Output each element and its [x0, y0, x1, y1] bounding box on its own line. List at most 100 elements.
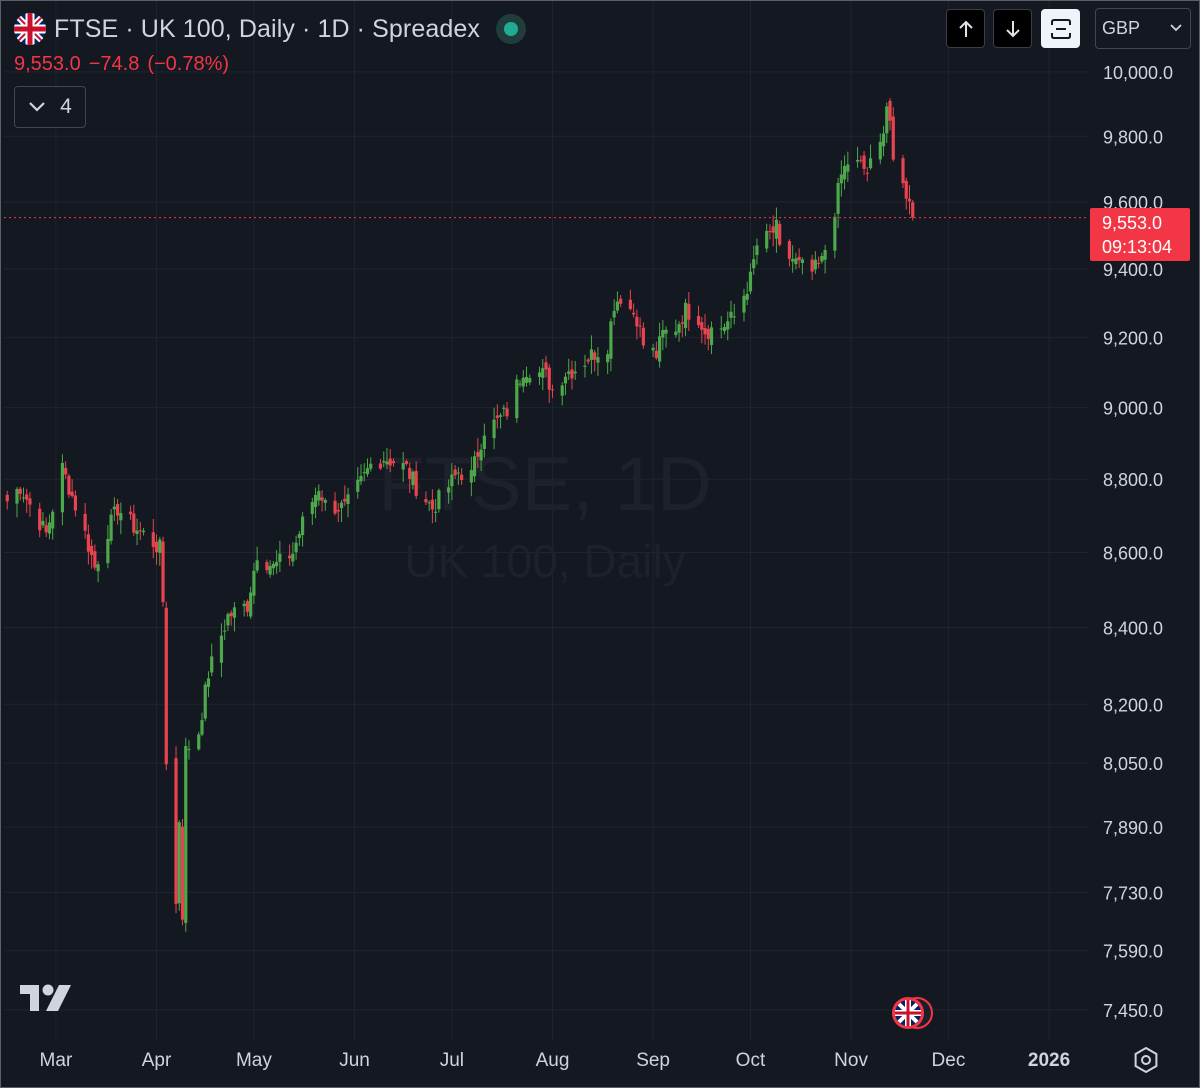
y-tick-label: 10,000.0	[1103, 63, 1173, 83]
candle	[90, 539, 94, 569]
candle	[696, 305, 701, 328]
candle	[567, 358, 571, 381]
candle	[112, 497, 116, 521]
candle	[842, 155, 847, 190]
candle	[628, 289, 632, 311]
candle	[430, 489, 435, 524]
price-change: −74.8	[88, 53, 140, 75]
candle	[573, 360, 577, 380]
candle	[654, 341, 658, 360]
currency-select[interactable]: GBP	[1095, 8, 1191, 49]
candle	[245, 599, 250, 617]
candle	[310, 497, 314, 525]
candle	[385, 447, 389, 469]
fullscreen-button[interactable]	[1041, 9, 1080, 48]
currency-value: GBP	[1102, 18, 1141, 38]
candle	[846, 151, 850, 182]
candle	[365, 458, 370, 477]
candle	[862, 151, 866, 175]
candle	[456, 467, 460, 485]
candle	[268, 560, 272, 578]
candle	[606, 349, 610, 375]
candle	[664, 326, 668, 348]
candle	[388, 449, 392, 473]
candle	[771, 215, 775, 247]
candle	[479, 443, 483, 471]
candle	[901, 154, 905, 189]
candle	[563, 372, 568, 396]
candle	[460, 468, 464, 485]
candle	[109, 508, 113, 545]
candle	[472, 450, 477, 482]
arrow-up-button[interactable]	[946, 9, 985, 48]
candle	[726, 311, 730, 341]
candle	[25, 488, 29, 513]
candle	[369, 457, 373, 472]
candle	[408, 462, 412, 494]
candle	[800, 257, 804, 275]
candle	[615, 291, 620, 314]
quote-line: 9,553.0 −74.8 (−0.78%)	[14, 53, 237, 76]
candle	[703, 314, 707, 345]
candle	[515, 374, 519, 423]
market-open-dot-icon	[495, 14, 526, 44]
candle	[187, 740, 191, 760]
x-tick-label: Aug	[536, 1050, 570, 1071]
arrow-up-icon	[958, 20, 973, 37]
candle	[73, 490, 78, 517]
fullscreen-icon	[1050, 18, 1071, 39]
candle	[878, 133, 882, 165]
x-tick-label: Jul	[440, 1050, 464, 1071]
arrow-down-button[interactable]	[993, 9, 1032, 48]
candle	[427, 500, 431, 512]
candle	[492, 407, 496, 450]
x-tick-label: Dec	[932, 1050, 966, 1071]
tradingview-logo-icon[interactable]	[18, 983, 72, 1013]
y-tick-label: 7,450.0	[1103, 1001, 1163, 1021]
chevron-down-icon	[29, 102, 45, 112]
symbol-title[interactable]: FTSE · UK 100, Daily · 1D · Spreadex	[54, 14, 480, 43]
candle	[313, 487, 318, 519]
candle	[229, 610, 233, 626]
settings-icon[interactable]	[1132, 1046, 1160, 1074]
candle	[141, 528, 146, 536]
candle	[719, 315, 723, 339]
candle	[164, 601, 168, 771]
last-price-label-value: 9,553.0	[1102, 213, 1163, 233]
candle	[502, 404, 506, 417]
uk-flag-icon[interactable]	[14, 13, 46, 45]
price-change-percent: (−0.78%)	[147, 53, 230, 75]
candle	[161, 536, 165, 607]
candle	[135, 518, 139, 546]
candle	[197, 731, 201, 751]
uk-event-flag-icon[interactable]	[890, 995, 936, 1031]
y-tick-label: 9,200.0	[1103, 329, 1163, 349]
indicators-toggle-button[interactable]: 4	[14, 86, 86, 128]
candle	[362, 463, 366, 482]
candle	[609, 318, 613, 372]
candle	[651, 343, 655, 358]
y-tick-label: 8,400.0	[1103, 618, 1163, 638]
candle	[86, 524, 90, 565]
candle	[15, 487, 19, 518]
candle	[359, 464, 363, 486]
candle	[748, 263, 753, 295]
candle	[18, 486, 22, 501]
candle	[83, 502, 87, 539]
candle	[249, 586, 253, 619]
x-tick-label: Sep	[636, 1050, 670, 1071]
candle	[583, 354, 587, 378]
candle	[51, 509, 55, 540]
candle	[200, 712, 204, 737]
candle	[5, 490, 9, 510]
y-tick-label: 9,400.0	[1103, 260, 1163, 280]
candle	[518, 380, 522, 388]
y-tick-label: 9,600.0	[1103, 193, 1163, 213]
candle	[537, 366, 542, 386]
candle	[275, 550, 279, 574]
candle	[586, 357, 590, 365]
candle	[833, 212, 837, 259]
candle	[791, 245, 795, 273]
candle	[206, 671, 211, 698]
